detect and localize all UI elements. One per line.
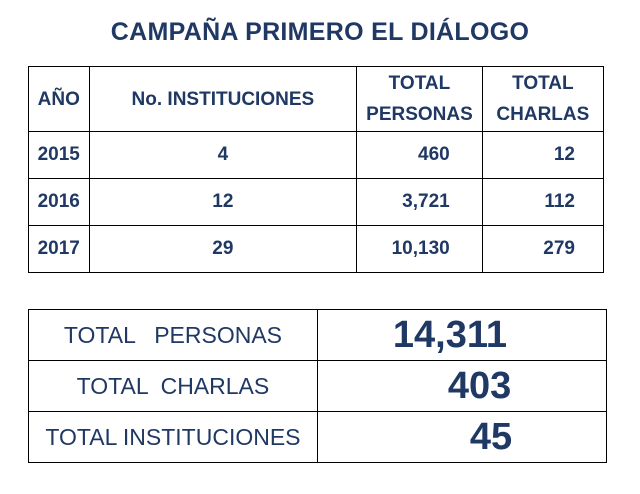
cell-institutions: 29 (88, 225, 358, 273)
cell-institutions: 4 (88, 131, 358, 179)
header-total-persons: TOTAL PERSONAS (356, 66, 483, 132)
totals-row-talks: TOTAL CHARLAS 403 (28, 360, 608, 412)
cell-talks: 279 (481, 225, 605, 273)
cell-talks: 12 (481, 131, 605, 179)
header-persons-line2: PERSONAS (366, 104, 473, 125)
page-title: CAMPAÑA PRIMERO EL DIÁLOGO (110, 18, 530, 46)
total-institutions-value: 45 (316, 411, 608, 463)
table-row: 2016 12 3,721 112 (28, 178, 605, 226)
header-talks-line2: CHARLAS (496, 104, 590, 125)
cell-year: 2015 (28, 131, 90, 179)
total-persons-label: TOTAL PERSONAS (28, 309, 318, 361)
total-talks-label: TOTAL CHARLAS (28, 360, 318, 412)
header-year: AÑO (28, 66, 90, 132)
header-institutions: No. INSTITUCIONES (88, 66, 358, 132)
cell-persons: 460 (356, 131, 483, 179)
totals-row-institutions: TOTAL INSTITUCIONES 45 (28, 411, 608, 463)
cell-year: 2016 (28, 178, 90, 226)
cell-year: 2017 (28, 225, 90, 273)
cell-persons: 3,721 (356, 178, 483, 226)
total-institutions-label: TOTAL INSTITUCIONES (28, 411, 318, 463)
header-persons-line1: TOTAL (388, 73, 451, 94)
totals-row-persons: TOTAL PERSONAS 14,311 (28, 309, 608, 361)
cell-institutions: 12 (88, 178, 358, 226)
totals-table: TOTAL PERSONAS 14,311 TOTAL CHARLAS 403 … (28, 309, 608, 463)
campaign-table: AÑO No. INSTITUCIONES TOTAL PERSONAS TOT… (28, 66, 605, 273)
table-row: 2017 29 10,130 279 (28, 225, 605, 273)
header-total-talks: TOTAL CHARLAS (481, 66, 605, 132)
table-header-row: AÑO No. INSTITUCIONES TOTAL PERSONAS TOT… (28, 66, 605, 132)
header-talks-line1: TOTAL (512, 73, 574, 94)
cell-persons: 10,130 (356, 225, 483, 273)
total-talks-value: 403 (316, 360, 608, 412)
total-persons-value: 14,311 (316, 309, 608, 361)
cell-talks: 112 (481, 178, 605, 226)
table-row: 2015 4 460 12 (28, 131, 605, 179)
